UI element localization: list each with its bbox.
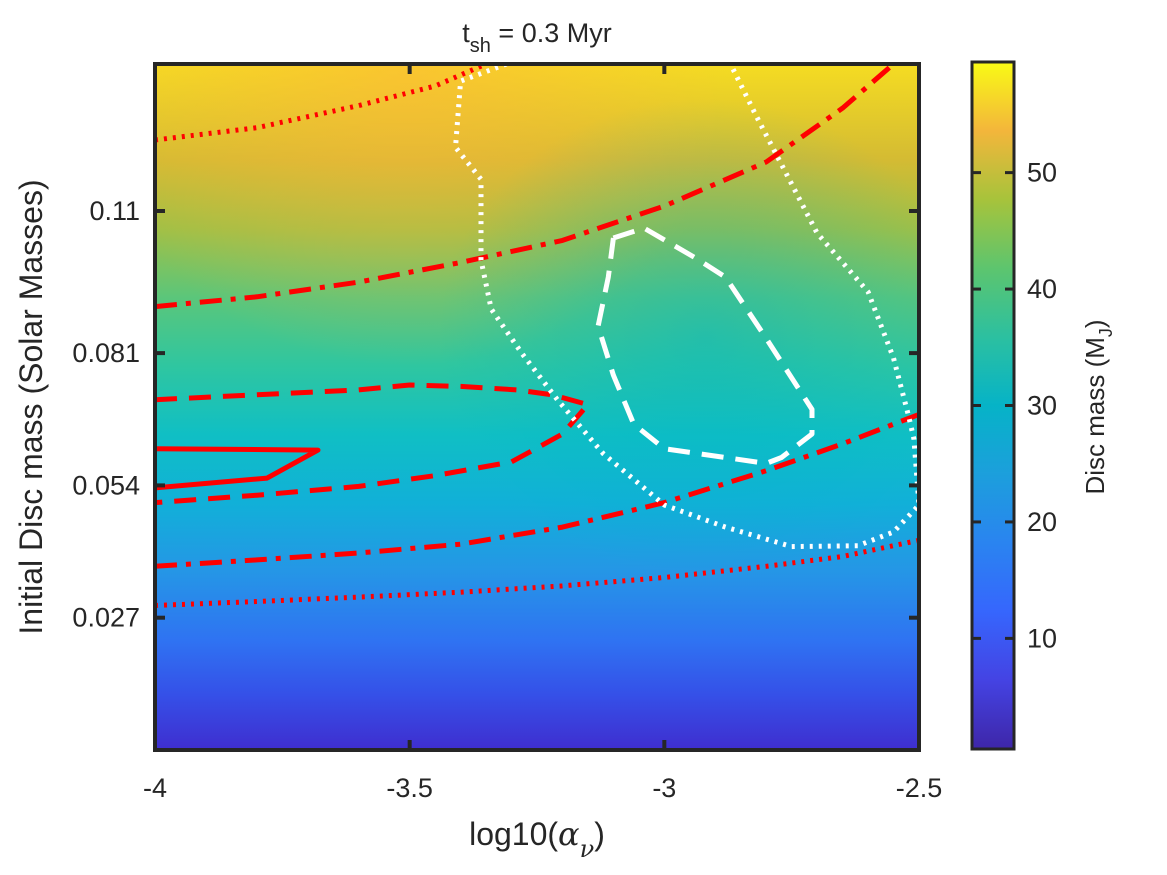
plot-frame [153,62,921,752]
colorbar-label-suffix: ) [1080,319,1110,328]
white-dotted-contour [453,64,919,550]
x-tick-label: -3 [652,773,676,803]
x-label-prefix: log10( [469,816,558,852]
y-tick-label: 0.11 [89,196,140,226]
y-axis-label: Initial Disc mass (Solar Masses) [13,179,49,634]
title-main: t [462,18,470,48]
x-label-suffix: ) [594,816,605,852]
colorbar-tick-label: 40 [1027,274,1057,304]
chart-title: tsh = 0.3 Myr [462,18,611,57]
colorbar-tick-label: 10 [1027,623,1057,653]
x-label-subscript: ν [580,835,595,863]
heatmap-field [155,64,919,750]
colorbar-tick-label: 50 [1027,158,1057,188]
red-dashdot-contour-upper [155,64,896,310]
axis-ticks: -4 -3.5 -3 -2.5 0.027 0.054 0.081 0.11 [72,64,942,803]
y-tick-label: 0.054 [72,470,140,500]
x-axis-label: log10(αν) [469,815,605,863]
colorbar-label: Disc mass (MJ) [1080,319,1116,494]
x-tick-label: -3.5 [386,773,433,803]
y-tick-label: 0.027 [72,603,140,633]
y-tick-label: 0.081 [72,338,140,368]
colorbar-tick-label: 20 [1027,507,1057,537]
colorbar-ticks: 10 20 30 40 50 [972,158,1057,653]
red-solid-contour [155,446,321,491]
red-dashdot-contour-lower [155,412,919,569]
red-dashed-contour [155,382,591,506]
x-tick-label: -2.5 [896,773,943,803]
red-dotted-contour-lower [155,537,919,608]
x-label-symbol: α [558,815,580,853]
x-tick-label: -4 [143,773,167,803]
colorbar-tick-label: 30 [1027,391,1057,421]
white-dashed-contour [595,225,815,466]
colorbar-label-subscript: J [1096,328,1116,337]
title-subscript: sh [470,35,491,57]
contour-lines [155,64,919,608]
title-rest: = 0.3 Myr [491,18,612,48]
colorbar-label-main: Disc mass (M [1080,337,1110,494]
